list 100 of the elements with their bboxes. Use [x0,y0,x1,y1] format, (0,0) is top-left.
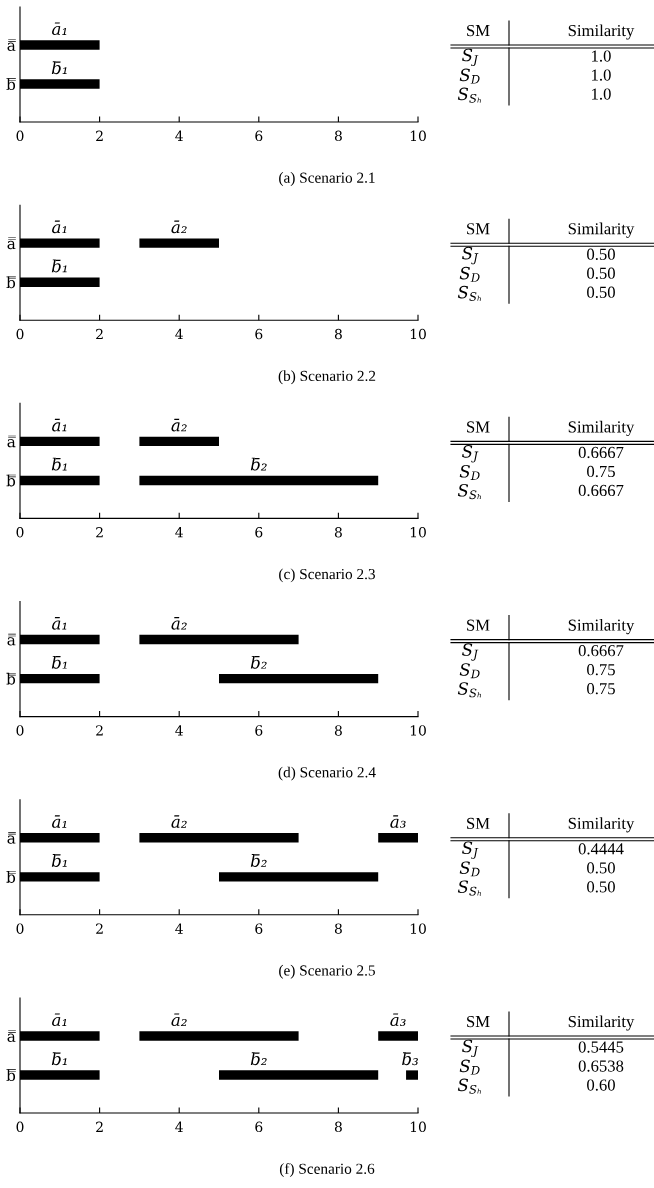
bar [139,436,219,447]
annotation: ā₂ [171,1013,187,1027]
annotation: b̄₁ [51,61,67,75]
text: 0.5445 [578,1041,624,1053]
x-tick-label: 2 [96,130,103,141]
text: S$_{J}$ [462,445,479,463]
annotation: ā₂ [171,418,187,432]
bar [406,1070,418,1080]
bar [219,673,379,684]
annotation: ā₂ [171,220,187,234]
x-tick-label: 6 [255,130,263,142]
x-tick-label: 0 [16,328,24,340]
x-tick-label: 8 [334,725,342,736]
x-tick-label: 10 [410,1121,426,1133]
bar [378,833,418,843]
y-tick-label: b̿ [6,871,16,883]
x-tick-label: 8 [334,1121,342,1133]
y-tick-label: b̿ [6,474,16,487]
text: 0.50 [587,286,615,298]
annotation: ā₁ [52,418,67,432]
x-tick-label: 2 [96,526,103,538]
text: S$_{D}$ [459,68,480,84]
bar [139,1031,299,1041]
text: S$_{J}$ [462,246,479,265]
text: 0.50 [587,862,615,874]
annotation: b̄₂ [250,854,267,867]
annotation: b̄₁ [51,259,67,273]
y-tick-label: a̿ [7,1030,16,1042]
text: (d) Scenario 2.4 [278,766,376,781]
text: 0.60 [587,1079,615,1091]
text: (c) Scenario 2.3 [279,568,375,583]
bar [139,475,379,486]
y-tick-label: b̿ [6,276,16,289]
annotation: b̄₂ [250,655,267,669]
text: 0.6538 [578,1060,624,1072]
y-tick-label: a̿ [7,832,16,844]
text: 0.75 [587,683,615,695]
text: (b) Scenario 2.2 [278,370,376,385]
annotation: ā₁ [52,22,67,36]
x-tick-label: 0 [16,923,24,934]
text: (e) Scenario 2.5 [279,964,375,979]
x-tick-label: 4 [175,526,183,538]
annotation: ā₁ [52,617,67,630]
text: S$_{Sₕ}$ [457,484,482,500]
text: S$_{D}$ [459,861,480,877]
y-tick-label: a̿ [7,633,16,646]
text: 0.6667 [578,645,624,657]
x-tick-label: 4 [175,923,183,934]
y-tick-label: a̿ [7,39,16,51]
x-tick-label: 2 [96,328,103,340]
x-tick-label: 4 [175,130,183,141]
annotation: ā₁ [52,1013,67,1027]
text: S$_{D}$ [459,1059,480,1075]
x-tick-label: 6 [255,1121,263,1133]
x-tick-label: 2 [96,725,103,736]
text: S$_{Sₕ}$ [457,285,482,301]
text: 1.0 [592,69,611,81]
text: Similarity [568,420,635,436]
x-tick-label: 0 [16,130,24,142]
annotation: ā₁ [52,220,67,234]
x-tick-label: 4 [175,328,183,340]
x-tick-label: 4 [175,725,183,736]
annotation: b̄₂ [250,457,267,471]
text: S$_{D}$ [459,266,480,282]
x-tick-label: 8 [334,923,342,934]
text: 0.6667 [578,446,624,459]
x-tick-label: 0 [16,725,24,736]
annotation: b̄₃ [402,1052,418,1066]
text: 0.75 [587,664,615,676]
x-tick-label: 0 [16,1121,24,1133]
annotation: b̄₁ [51,655,67,669]
x-tick-label: 0 [16,526,24,538]
x-tick-label: 8 [334,526,342,538]
x-tick-label: 10 [410,328,426,340]
x-tick-label: 10 [410,725,426,736]
x-tick-label: 8 [334,328,342,340]
text: 1.0 [592,50,611,62]
text: S$_{J}$ [462,48,479,67]
text: Similarity [568,817,635,833]
x-tick-label: 6 [255,923,263,934]
text: 0.75 [587,465,615,478]
text: 0.50 [587,267,615,279]
text: 0.50 [587,881,615,893]
text: S$_{J}$ [462,1039,479,1058]
x-tick-label: 6 [255,725,263,736]
y-tick-label: b̿ [6,78,16,91]
x-tick-label: 10 [410,923,426,934]
text: SM [467,1015,490,1028]
x-tick-label: 6 [255,526,263,538]
text: Similarity [568,619,635,635]
x-tick-label: 10 [410,130,426,142]
text: 0.6667 [578,484,624,497]
x-tick-label: 4 [175,1121,183,1132]
text: S$_{Sₕ}$ [457,682,482,698]
y-tick-label: b̿ [6,1069,16,1082]
x-tick-label: 8 [334,130,342,142]
text: SM [467,24,490,37]
text: S$_{J}$ [462,643,479,661]
text: SM [467,223,490,235]
text: S$_{D}$ [459,465,480,480]
